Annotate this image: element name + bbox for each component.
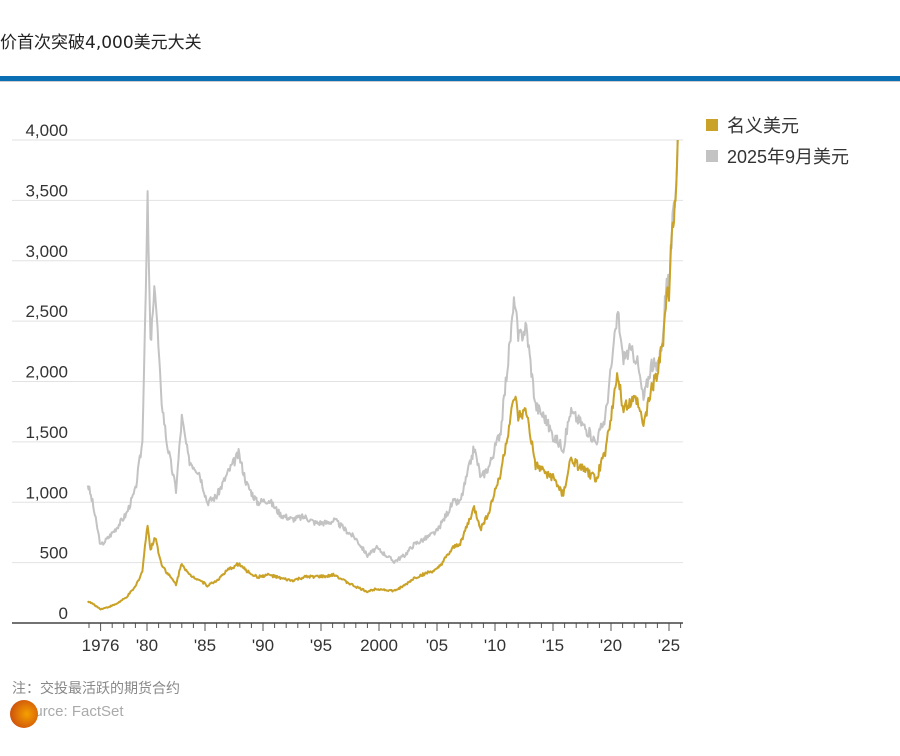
x-tick-label: 1976 xyxy=(82,636,120,655)
x-tick-label: '20 xyxy=(600,636,622,655)
legend-label: 2025年9月美元 xyxy=(727,147,850,167)
legend-label: 名义美元 xyxy=(727,116,799,136)
x-tick-label: '10 xyxy=(484,636,506,655)
x-tick-label: '90 xyxy=(252,636,274,655)
header-divider xyxy=(0,76,900,81)
y-tick-label: 2,500 xyxy=(25,302,68,321)
x-tick-label: '05 xyxy=(426,636,448,655)
y-tick-label: 4,000 xyxy=(25,121,68,140)
x-tick-label: '80 xyxy=(136,636,158,655)
chart-source: Source: FactSet xyxy=(16,703,124,720)
legend: 名义美元 2025年9月美元 xyxy=(706,112,849,174)
y-tick-label: 0 xyxy=(59,604,68,623)
x-tick-label: '95 xyxy=(310,636,332,655)
y-tick-label: 2,000 xyxy=(25,363,68,382)
y-tick-label: 3,000 xyxy=(25,242,68,261)
y-tick-label: 500 xyxy=(40,544,68,563)
y-tick-label: 1,000 xyxy=(25,483,68,502)
legend-swatch-nominal xyxy=(706,119,718,131)
x-tick-label: '15 xyxy=(542,636,564,655)
header-divider-thin xyxy=(0,81,900,82)
legend-item-nominal: 名义美元 xyxy=(706,112,849,138)
x-tick-label: '85 xyxy=(194,636,216,655)
y-tick-label: 1,500 xyxy=(25,423,68,442)
legend-item-real: 2025年9月美元 xyxy=(706,143,849,169)
series-line-real xyxy=(86,139,679,564)
legend-swatch-real xyxy=(706,150,718,162)
series-line-nominal xyxy=(86,139,679,611)
y-tick-label: 3,500 xyxy=(25,181,68,200)
chart-title: 价首次突破4,000美元大关 xyxy=(0,33,202,53)
chart-note: 注：交投最活跃的期货合约 xyxy=(12,681,180,697)
x-tick-label: 2000 xyxy=(360,636,398,655)
x-tick-label: '25 xyxy=(658,636,680,655)
logo-icon xyxy=(10,700,38,728)
